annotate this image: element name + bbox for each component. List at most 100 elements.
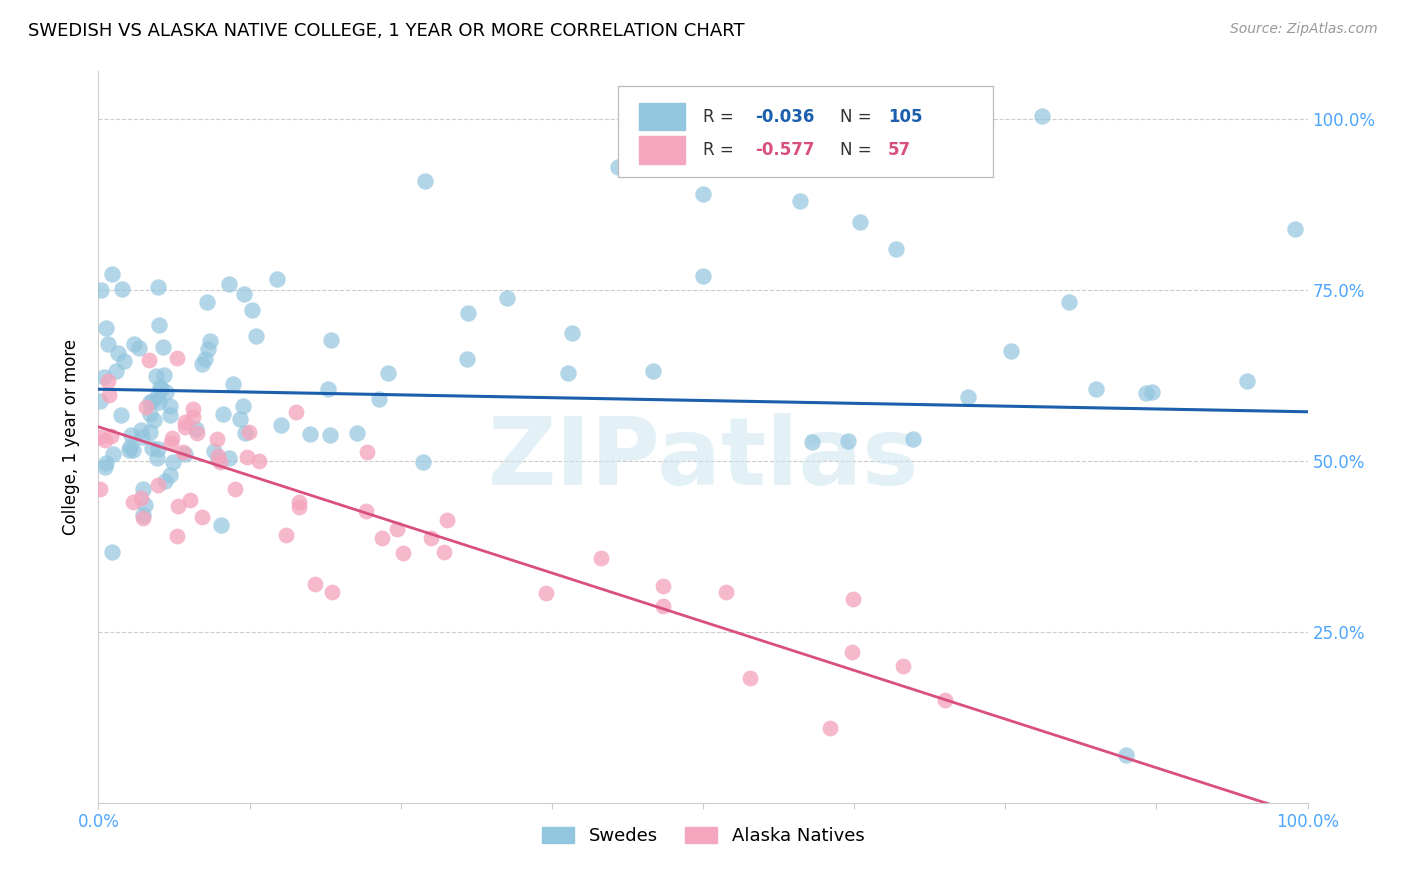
Point <box>129 491 152 506</box>
Point <box>139 425 162 439</box>
Point <box>346 426 368 441</box>
Point <box>270 418 292 433</box>
Text: R =: R = <box>703 141 740 159</box>
Point <box>146 442 169 457</box>
Point <box>132 508 155 522</box>
Point <box>162 455 184 469</box>
Point <box>146 280 169 294</box>
Point <box>387 522 409 536</box>
Point <box>101 545 124 559</box>
Point <box>131 430 153 444</box>
Point <box>122 442 145 457</box>
Point <box>557 366 579 380</box>
Point <box>93 433 115 447</box>
Point <box>901 432 924 446</box>
Text: 105: 105 <box>889 108 922 126</box>
Point <box>173 420 195 434</box>
Point <box>377 367 399 381</box>
Point <box>184 422 207 436</box>
FancyBboxPatch shape <box>619 86 993 178</box>
Point <box>274 528 297 542</box>
Point <box>194 351 217 366</box>
Point <box>316 382 339 396</box>
Point <box>135 400 157 414</box>
Point <box>211 407 233 421</box>
Point <box>841 591 863 606</box>
Point <box>321 584 343 599</box>
Point <box>370 532 392 546</box>
Point <box>841 645 863 659</box>
Point <box>143 413 166 427</box>
Point <box>319 428 342 442</box>
Point <box>191 357 214 371</box>
Point <box>229 412 252 426</box>
Text: Source: ZipAtlas.com: Source: ZipAtlas.com <box>1230 22 1378 37</box>
Point <box>93 370 115 384</box>
Point <box>186 425 208 440</box>
Point <box>145 450 167 465</box>
Point <box>692 187 714 202</box>
Text: -0.577: -0.577 <box>755 141 814 159</box>
Point <box>138 352 160 367</box>
Text: ZIPatlas: ZIPatlas <box>488 413 918 505</box>
Point <box>235 450 257 465</box>
Point <box>1142 385 1164 400</box>
Point <box>112 354 135 368</box>
Point <box>218 277 240 291</box>
Point <box>1236 375 1258 389</box>
Point <box>166 529 188 543</box>
Point <box>111 282 134 296</box>
Point <box>128 342 150 356</box>
Point <box>413 174 436 188</box>
Point <box>233 426 256 441</box>
Point <box>651 599 673 614</box>
Point <box>152 368 174 382</box>
Point <box>120 427 142 442</box>
Point <box>149 379 172 393</box>
Point <box>849 215 872 229</box>
Point <box>496 291 519 305</box>
Point <box>150 382 173 396</box>
Point <box>1135 385 1157 400</box>
Point <box>356 504 378 518</box>
Text: N =: N = <box>839 141 876 159</box>
Point <box>221 377 243 392</box>
Point <box>94 459 117 474</box>
Text: -0.036: -0.036 <box>755 108 814 126</box>
Point <box>89 393 111 408</box>
Point <box>800 434 823 449</box>
Point <box>207 450 229 464</box>
Point <box>166 351 188 365</box>
Point <box>145 368 167 383</box>
Point <box>98 388 121 402</box>
Point <box>101 267 124 281</box>
Legend: Swedes, Alaska Natives: Swedes, Alaska Natives <box>534 820 872 852</box>
Point <box>643 364 665 378</box>
Point <box>457 306 479 320</box>
Point <box>145 390 167 404</box>
Point <box>134 498 156 512</box>
Point <box>198 334 221 349</box>
Point <box>886 242 908 256</box>
Point <box>456 351 478 366</box>
Point <box>233 287 256 301</box>
Text: N =: N = <box>839 108 876 126</box>
Point <box>146 478 169 492</box>
Point <box>89 430 111 444</box>
Point <box>238 425 260 439</box>
Text: 57: 57 <box>889 141 911 159</box>
Bar <box>638 136 685 164</box>
Point <box>132 482 155 496</box>
Point <box>218 451 240 466</box>
Point <box>97 337 120 351</box>
Point <box>837 434 859 448</box>
Point <box>159 409 181 423</box>
Point <box>240 303 263 318</box>
Point <box>122 337 145 351</box>
Point <box>652 579 675 593</box>
Point <box>247 453 270 467</box>
Point <box>205 433 228 447</box>
Point <box>118 442 141 457</box>
Point <box>173 416 195 430</box>
Point <box>1057 294 1080 309</box>
